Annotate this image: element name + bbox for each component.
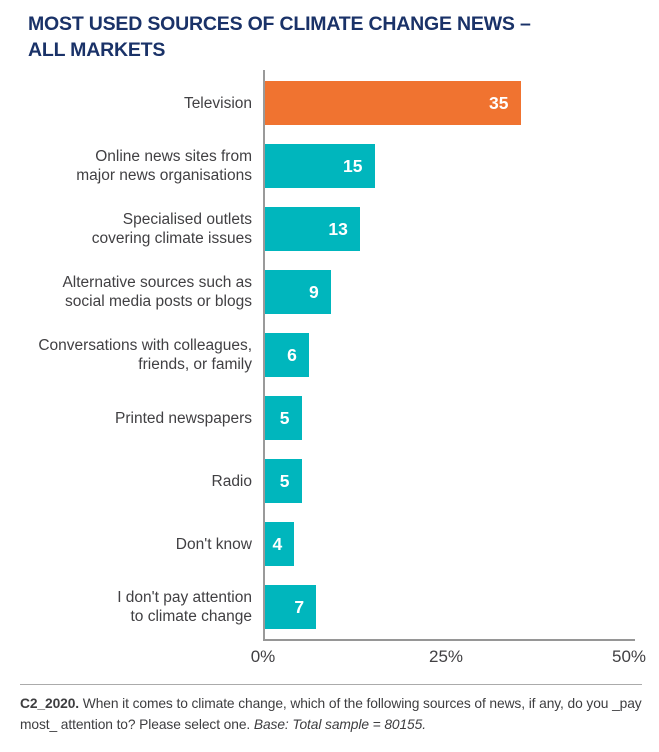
bar: 5 [265,459,302,504]
bar-value-label: 35 [489,92,509,113]
chart-title-line1: MOST USED SOURCES OF CLIMATE CHANGE NEWS… [28,13,531,35]
bar-value-label: 7 [294,596,305,617]
chart-title-line2: ALL MARKETS [28,38,166,61]
footnote-question-id: C2_2020. [20,695,80,711]
chart-row: Don't know 4 [30,513,659,576]
report-page: MOST USED SOURCES OF CLIMATE CHANGE NEWS… [0,12,659,735]
bar-label: Conversations with colleagues, friends, … [38,336,252,374]
bar-area: 13 [265,207,630,252]
bar-label: Television [183,94,252,112]
bar: 13 [265,207,360,252]
bar-value-label: 15 [343,155,363,176]
chart-row: Alternative sources such as social media… [30,261,659,324]
bar-area: 35 [265,81,630,126]
x-tick-label: 25% [428,646,464,666]
bar-label: Specialised outlets covering climate iss… [91,210,252,248]
bar-area: 5 [265,459,630,504]
chart-row: Specialised outlets covering climate iss… [30,198,659,261]
bar-area: 7 [265,585,630,630]
chart-row: Online news sites from major news organi… [30,135,659,198]
bar-area: 9 [265,270,630,315]
bar-label: I don't pay attention to climate change [117,588,252,626]
footnote: C2_2020. When it comes to climate change… [20,694,643,735]
bar-label: Printed newspapers [115,409,252,427]
x-axis-line [263,638,635,641]
chart-row: Conversations with colleagues, friends, … [30,324,659,387]
bar: 6 [265,333,309,378]
footnote-divider [20,683,642,685]
bar-label: Online news sites from major news organi… [76,147,252,185]
bar: 9 [265,270,331,315]
bar: 5 [265,396,302,441]
bar-label: Don't know [175,535,252,553]
chart-title: MOST USED SOURCES OF CLIMATE CHANGE NEWS… [28,12,631,64]
bar-label: Radio [211,472,253,490]
bar-area: 5 [265,396,630,441]
footnote-base: Base: Total sample = 80155. [253,716,426,732]
y-axis-line [263,69,265,639]
x-tick-label: 50% [611,646,647,666]
bar-value-label: 5 [279,407,290,428]
bar-chart: Television 35 Online news sites from major… [30,69,659,669]
bar: 15 [265,144,375,189]
bar-value-label: 13 [328,218,348,239]
footnote-question-text: When it comes to climate change, which o… [20,695,642,732]
bar-value-label: 5 [279,470,290,491]
bar-label: Alternative sources such as social media… [62,273,252,311]
chart-row: Printed newspapers 5 [30,387,659,450]
chart-row: Television 35 [30,72,659,135]
bar: 7 [265,585,317,630]
bar-area: 6 [265,333,630,378]
bar-value-label: 6 [287,344,297,365]
bar-area: 4 [265,522,630,567]
bar-value-label: 9 [308,281,319,302]
chart-row: Radio 5 [30,450,659,513]
x-tick-label: 0% [250,646,276,666]
bar-rows: Television 35 Online news sites from major… [30,69,659,639]
chart-row: I don't pay attention to climate change 7 [30,576,659,639]
bar: 4 [265,522,295,567]
bar-value-label: 4 [272,533,283,554]
x-axis: 0% 25% 50% [251,646,646,669]
bar: 35 [265,81,521,126]
bar-area: 15 [265,144,630,189]
